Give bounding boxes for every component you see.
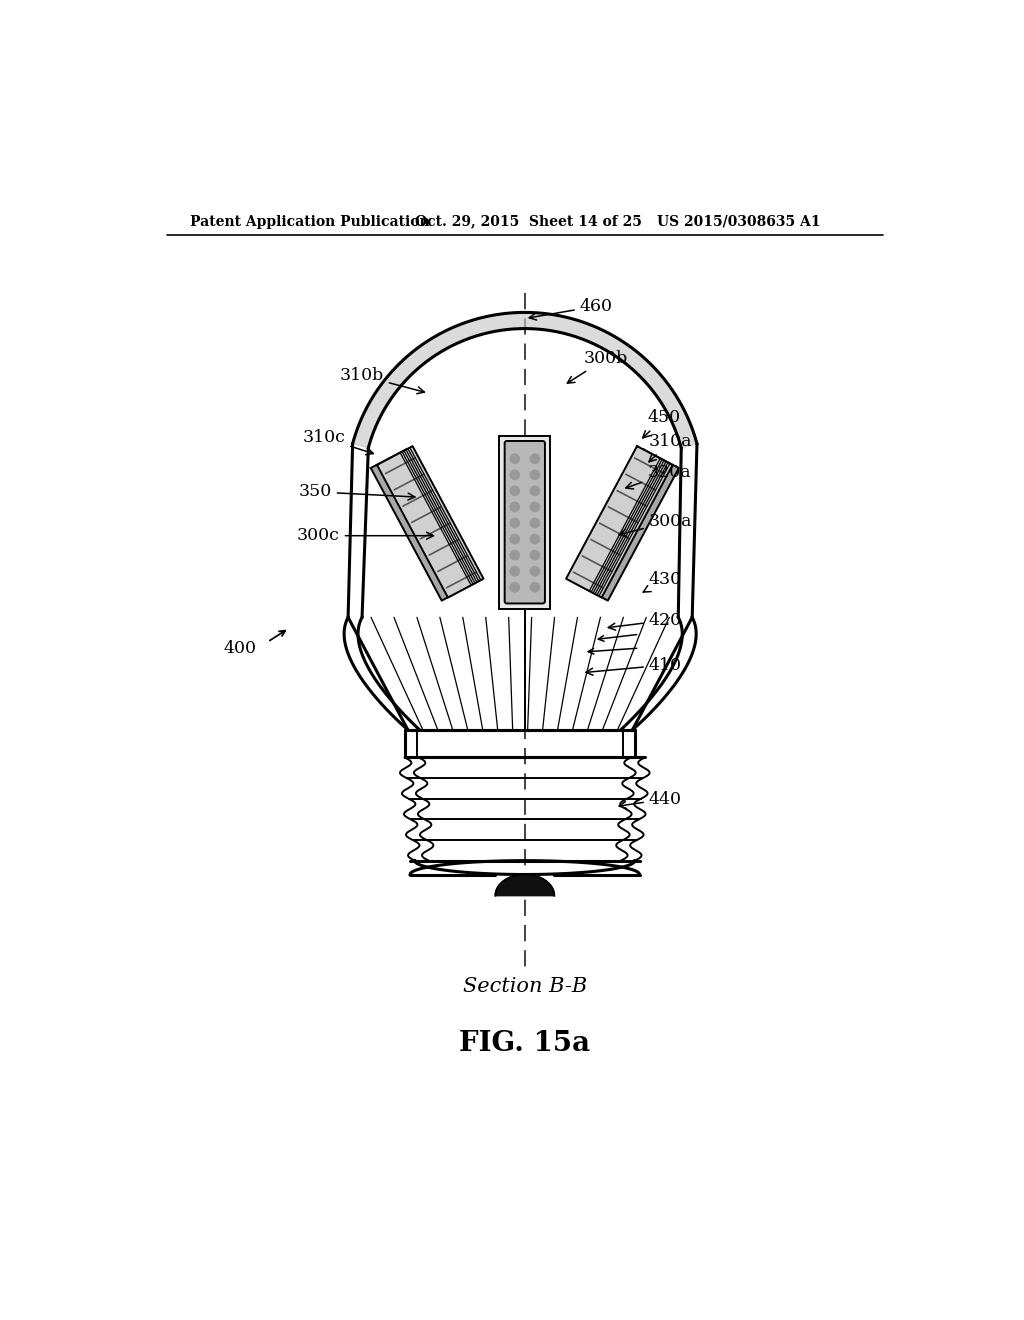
Text: 320a: 320a: [626, 465, 691, 488]
Text: 460: 460: [529, 298, 612, 319]
Text: 300b: 300b: [567, 350, 628, 383]
Polygon shape: [377, 446, 483, 598]
Text: 310b: 310b: [340, 367, 424, 393]
Circle shape: [530, 566, 540, 576]
Polygon shape: [572, 449, 679, 601]
Text: Patent Application Publication: Patent Application Publication: [190, 215, 430, 228]
Text: 310c: 310c: [302, 429, 374, 454]
Text: 440: 440: [620, 791, 682, 808]
FancyBboxPatch shape: [505, 441, 545, 603]
Circle shape: [510, 503, 519, 512]
Circle shape: [530, 454, 540, 463]
Polygon shape: [566, 446, 673, 598]
Text: FIG. 15a: FIG. 15a: [459, 1031, 591, 1057]
Circle shape: [510, 582, 519, 591]
Circle shape: [530, 550, 540, 560]
Text: 410: 410: [586, 656, 682, 675]
Text: 450: 450: [643, 409, 680, 438]
Circle shape: [530, 582, 540, 591]
Text: US 2015/0308635 A1: US 2015/0308635 A1: [656, 215, 820, 228]
Circle shape: [510, 550, 519, 560]
Circle shape: [510, 486, 519, 495]
Circle shape: [530, 503, 540, 512]
Circle shape: [510, 535, 519, 544]
Circle shape: [530, 470, 540, 479]
FancyBboxPatch shape: [500, 436, 550, 609]
Text: Oct. 29, 2015  Sheet 14 of 25: Oct. 29, 2015 Sheet 14 of 25: [415, 215, 642, 228]
Text: 400: 400: [224, 640, 257, 656]
Circle shape: [530, 486, 540, 495]
Text: 430: 430: [643, 572, 682, 593]
Text: 300c: 300c: [297, 527, 433, 544]
Circle shape: [530, 519, 540, 528]
Polygon shape: [496, 875, 554, 896]
Text: 300a: 300a: [620, 513, 692, 536]
Text: 310a: 310a: [649, 433, 692, 462]
Text: 350: 350: [299, 483, 415, 500]
Text: Section B-B: Section B-B: [463, 977, 587, 995]
Text: 420: 420: [608, 612, 682, 630]
Circle shape: [530, 535, 540, 544]
Polygon shape: [371, 449, 477, 601]
Circle shape: [510, 454, 519, 463]
Circle shape: [510, 470, 519, 479]
Polygon shape: [352, 313, 697, 447]
Circle shape: [510, 566, 519, 576]
Circle shape: [510, 519, 519, 528]
